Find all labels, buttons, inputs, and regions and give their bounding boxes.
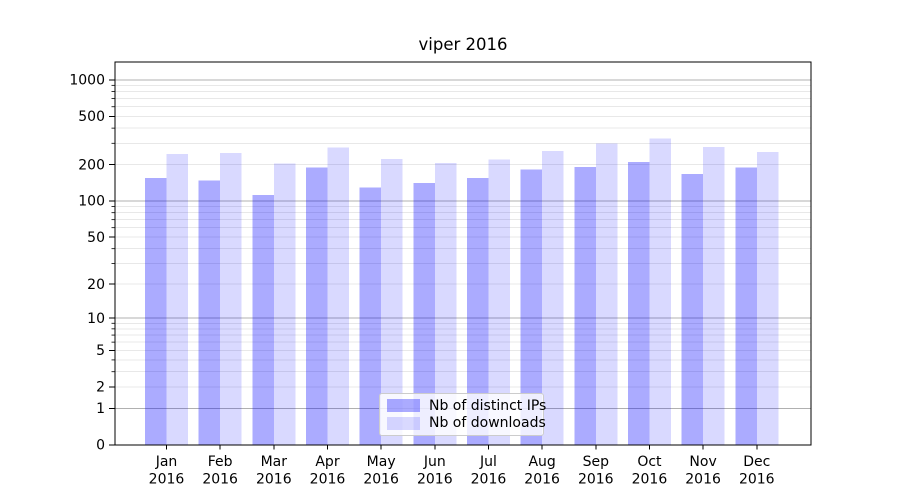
legend-label-distinct-ips: Nb of distinct IPs [429, 397, 547, 414]
y-tick-label: 100 [78, 194, 105, 210]
x-tick-label-month: May [367, 454, 396, 470]
legend-item-downloads: Nb of downloads [387, 415, 546, 432]
gridlines-minor [115, 84, 811, 388]
x-tick-label-year: 2016 [685, 472, 721, 488]
y-tick-label: 1 [96, 401, 105, 417]
bars-downloads [166, 138, 779, 446]
bar-oct-ips [627, 162, 650, 446]
legend: Nb of distinct IPs Nb of downloads [379, 393, 547, 436]
axes-spines [114, 61, 812, 446]
y-tick-label: 5 [96, 343, 105, 359]
y-axis-ticks: 0 1 2 5 10 20 50 100 200 500 1000 [69, 72, 115, 454]
bar-dec-ips [735, 167, 757, 445]
legend-label-downloads: Nb of downloads [429, 415, 546, 432]
y-tick-label: 1000 [69, 72, 105, 88]
y-tick-label: 0 [96, 438, 105, 454]
x-tick-label-month: Jul [479, 454, 497, 470]
x-tick-label-month: Mar [261, 454, 288, 470]
x-tick-label-year: 2016 [471, 472, 507, 488]
x-tick-label-year: 2016 [524, 472, 560, 488]
x-tick-label-year: 2016 [256, 472, 292, 488]
x-tick-label-month: Nov [689, 454, 716, 470]
plot-border [114, 61, 812, 446]
bar-nov-ips [681, 174, 704, 445]
bar-apr-ips [305, 167, 328, 445]
bar-apr-downloads [327, 147, 349, 446]
bar-oct-downloads [649, 138, 671, 445]
x-tick-label-month: Oct [637, 454, 662, 470]
y-tick-label: 20 [87, 277, 105, 293]
bar-may-downloads [381, 159, 403, 446]
bar-jun-ips [413, 183, 435, 446]
bar-feb-ips [198, 180, 221, 445]
x-tick-label-year: 2016 [739, 472, 775, 488]
x-tick-label-year: 2016 [417, 472, 453, 488]
x-tick-label-month: Jun [423, 454, 446, 470]
x-tick-label-year: 2016 [310, 472, 346, 488]
bars-distinct-ips [145, 162, 757, 446]
x-tick-label-year: 2016 [578, 472, 614, 488]
bar-feb-downloads [220, 152, 242, 446]
bar-nov-downloads [703, 146, 725, 445]
bar-jul-ips [466, 178, 489, 445]
y-tick-label: 50 [87, 230, 105, 246]
bar-mar-downloads [273, 163, 296, 445]
bar-jan-ips [145, 178, 167, 445]
bar-mar-ips [252, 195, 274, 445]
bar-may-ips [359, 187, 382, 445]
y-tick-label: 500 [78, 109, 105, 125]
x-tick-label-month: Apr [315, 454, 339, 470]
y-tick-label: 10 [87, 311, 105, 327]
x-tick-label-year: 2016 [202, 472, 238, 488]
legend-swatch-downloads [387, 416, 420, 430]
x-tick-label-month: Aug [528, 454, 555, 470]
bar-aug-ips [520, 169, 543, 445]
bar-sep-ips [574, 166, 596, 446]
bar-jan-downloads [166, 153, 188, 445]
chart-title: viper 2016 [418, 35, 508, 54]
x-tick-label-month: Dec [743, 454, 770, 470]
bar-aug-downloads [542, 150, 564, 445]
bar-jun-downloads [434, 162, 457, 446]
bar-sep-downloads [595, 143, 618, 445]
x-tick-label-month: Sep [583, 454, 610, 470]
x-tick-label-month: Feb [208, 454, 233, 470]
bar-dec-downloads [756, 152, 779, 446]
x-tick-label-year: 2016 [363, 472, 399, 488]
y-tick-label: 2 [96, 380, 105, 396]
bar-jul-downloads [488, 159, 510, 446]
y-tick-label: 200 [78, 157, 105, 173]
legend-item-distinct-ips: Nb of distinct IPs [387, 397, 547, 414]
x-tick-label-year: 2016 [632, 472, 668, 488]
x-axis-ticks: Jan 2016 Feb 2016 Mar 2016 Apr 2016 May 2016 Jun 20… [149, 445, 775, 488]
x-tick-label-year: 2016 [149, 472, 185, 488]
legend-swatch-distinct-ips [387, 399, 420, 413]
x-tick-label-month: Jan [155, 454, 178, 470]
